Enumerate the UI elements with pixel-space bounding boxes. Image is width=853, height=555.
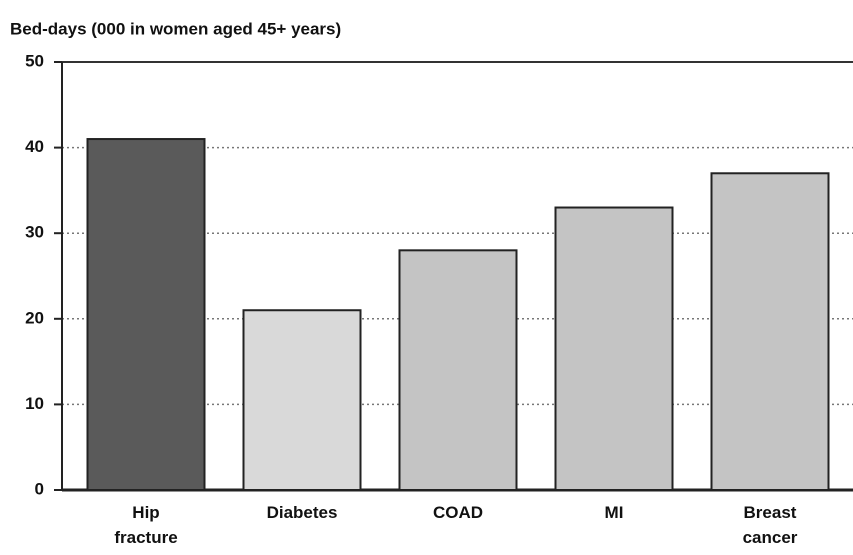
bar (398, 249, 518, 491)
x-tick-label: Breast cancer (742, 503, 798, 547)
x-tick-label: MI (604, 503, 624, 522)
bar (242, 309, 362, 491)
y-tick-label: 50 (25, 51, 44, 70)
y-tick-label: 20 (25, 308, 44, 327)
x-tick-label: Hip fracture (114, 503, 178, 547)
bar (86, 138, 206, 491)
bar (710, 172, 830, 491)
y-tick-label: 0 (35, 479, 44, 498)
bar (554, 206, 674, 492)
y-tick-label: 40 (25, 137, 44, 156)
chart-title: Bed-days (000 in women aged 45+ years) (10, 19, 341, 38)
x-tick-label: Diabetes (266, 503, 338, 522)
x-tick-label: COAD (432, 503, 484, 522)
y-tick-label: 30 (25, 223, 44, 242)
y-tick-label: 10 (25, 394, 44, 413)
